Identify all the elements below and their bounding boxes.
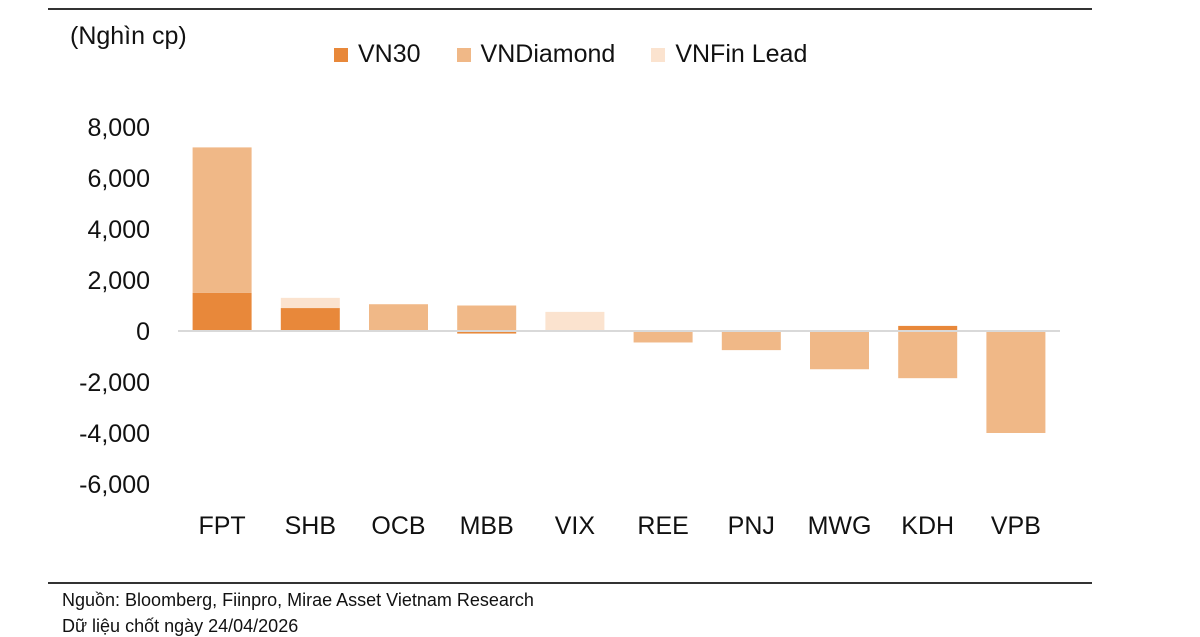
bar-kdh-vndiamond xyxy=(898,331,958,379)
y-tick-label: 4,000 xyxy=(87,216,150,244)
bottom-rule xyxy=(48,582,1092,584)
legend-swatch-vn30 xyxy=(334,47,348,62)
legend-item-vnfin-lead: VNFin Lead xyxy=(651,40,807,69)
y-tick-label: 6,000 xyxy=(87,165,150,193)
y-tick-label: -2,000 xyxy=(79,369,150,397)
y-tick-label: 8,000 xyxy=(87,114,150,142)
chart-legend: VN30 VNDiamond VNFin Lead xyxy=(334,40,807,69)
bar-shb-vnfin-lead xyxy=(280,297,340,309)
legend-label-vnfin-lead: VNFin Lead xyxy=(675,40,808,68)
bar-vix-vnfin-lead xyxy=(545,311,605,331)
legend-swatch-vndiamond xyxy=(456,47,471,62)
legend-item-vndiamond: VNDiamond xyxy=(456,40,616,69)
legend-item-vn30: VN30 xyxy=(334,40,421,69)
bar-kdh-vn30 xyxy=(898,325,958,331)
legend-label-vn30: VN30 xyxy=(358,40,421,68)
y-tick-label: -4,000 xyxy=(79,420,150,448)
bar-fpt-vndiamond xyxy=(192,147,252,293)
x-axis-ticks: FPT SHB OCB MBB VIX REE PNJ MWG KDH VPB xyxy=(198,512,1040,540)
y-tick-label: -6,000 xyxy=(79,471,150,499)
x-tick-label: VPB xyxy=(991,512,1041,540)
y-axis-ticks: 8,000 6,000 4,000 2,000 0 -2,000 -4,000 -6,000 xyxy=(79,114,150,499)
bar-mwg-vndiamond xyxy=(810,331,869,370)
x-tick-label: REE xyxy=(637,512,688,540)
x-tick-label: OCB xyxy=(371,512,425,540)
data-cutoff-note: Dữ liệu chốt ngày 24/04/2026 xyxy=(62,616,299,636)
bar-fpt-vn30 xyxy=(192,292,252,331)
x-tick-label: SHB xyxy=(285,512,336,540)
unit-label: (Nghìn cp) xyxy=(70,22,187,50)
source-note: Nguồn: Bloomberg, Fiinpro, Mirae Asset V… xyxy=(62,590,534,610)
bar-vpb-vndiamond xyxy=(986,331,1046,433)
y-tick-label: 0 xyxy=(136,318,150,346)
bar-mbb-vndiamond xyxy=(457,305,517,331)
top-rule xyxy=(48,8,1092,10)
legend-swatch-vnfin-lead xyxy=(651,47,666,62)
y-tick-label: 2,000 xyxy=(87,267,150,295)
x-tick-label: MWG xyxy=(808,512,872,540)
x-tick-label: KDH xyxy=(901,512,954,540)
bar-chart: 8,0006,0004,0002,0000-2,000-4,000-6,000 … xyxy=(79,114,1060,540)
x-tick-label: FPT xyxy=(198,512,245,540)
x-tick-label: MBB xyxy=(460,512,514,540)
bar-ree-vndiamond xyxy=(633,331,693,343)
x-tick-label: VIX xyxy=(555,512,596,540)
bar-shb-vn30 xyxy=(280,308,340,331)
chart-bars xyxy=(192,147,1046,433)
bar-ocb-vndiamond xyxy=(369,304,428,331)
bar-pnj-vndiamond xyxy=(721,331,781,351)
legend-label-vndiamond: VNDiamond xyxy=(480,40,616,68)
bar-mbb-vn30 xyxy=(457,331,517,334)
x-tick-label: PNJ xyxy=(728,512,775,540)
